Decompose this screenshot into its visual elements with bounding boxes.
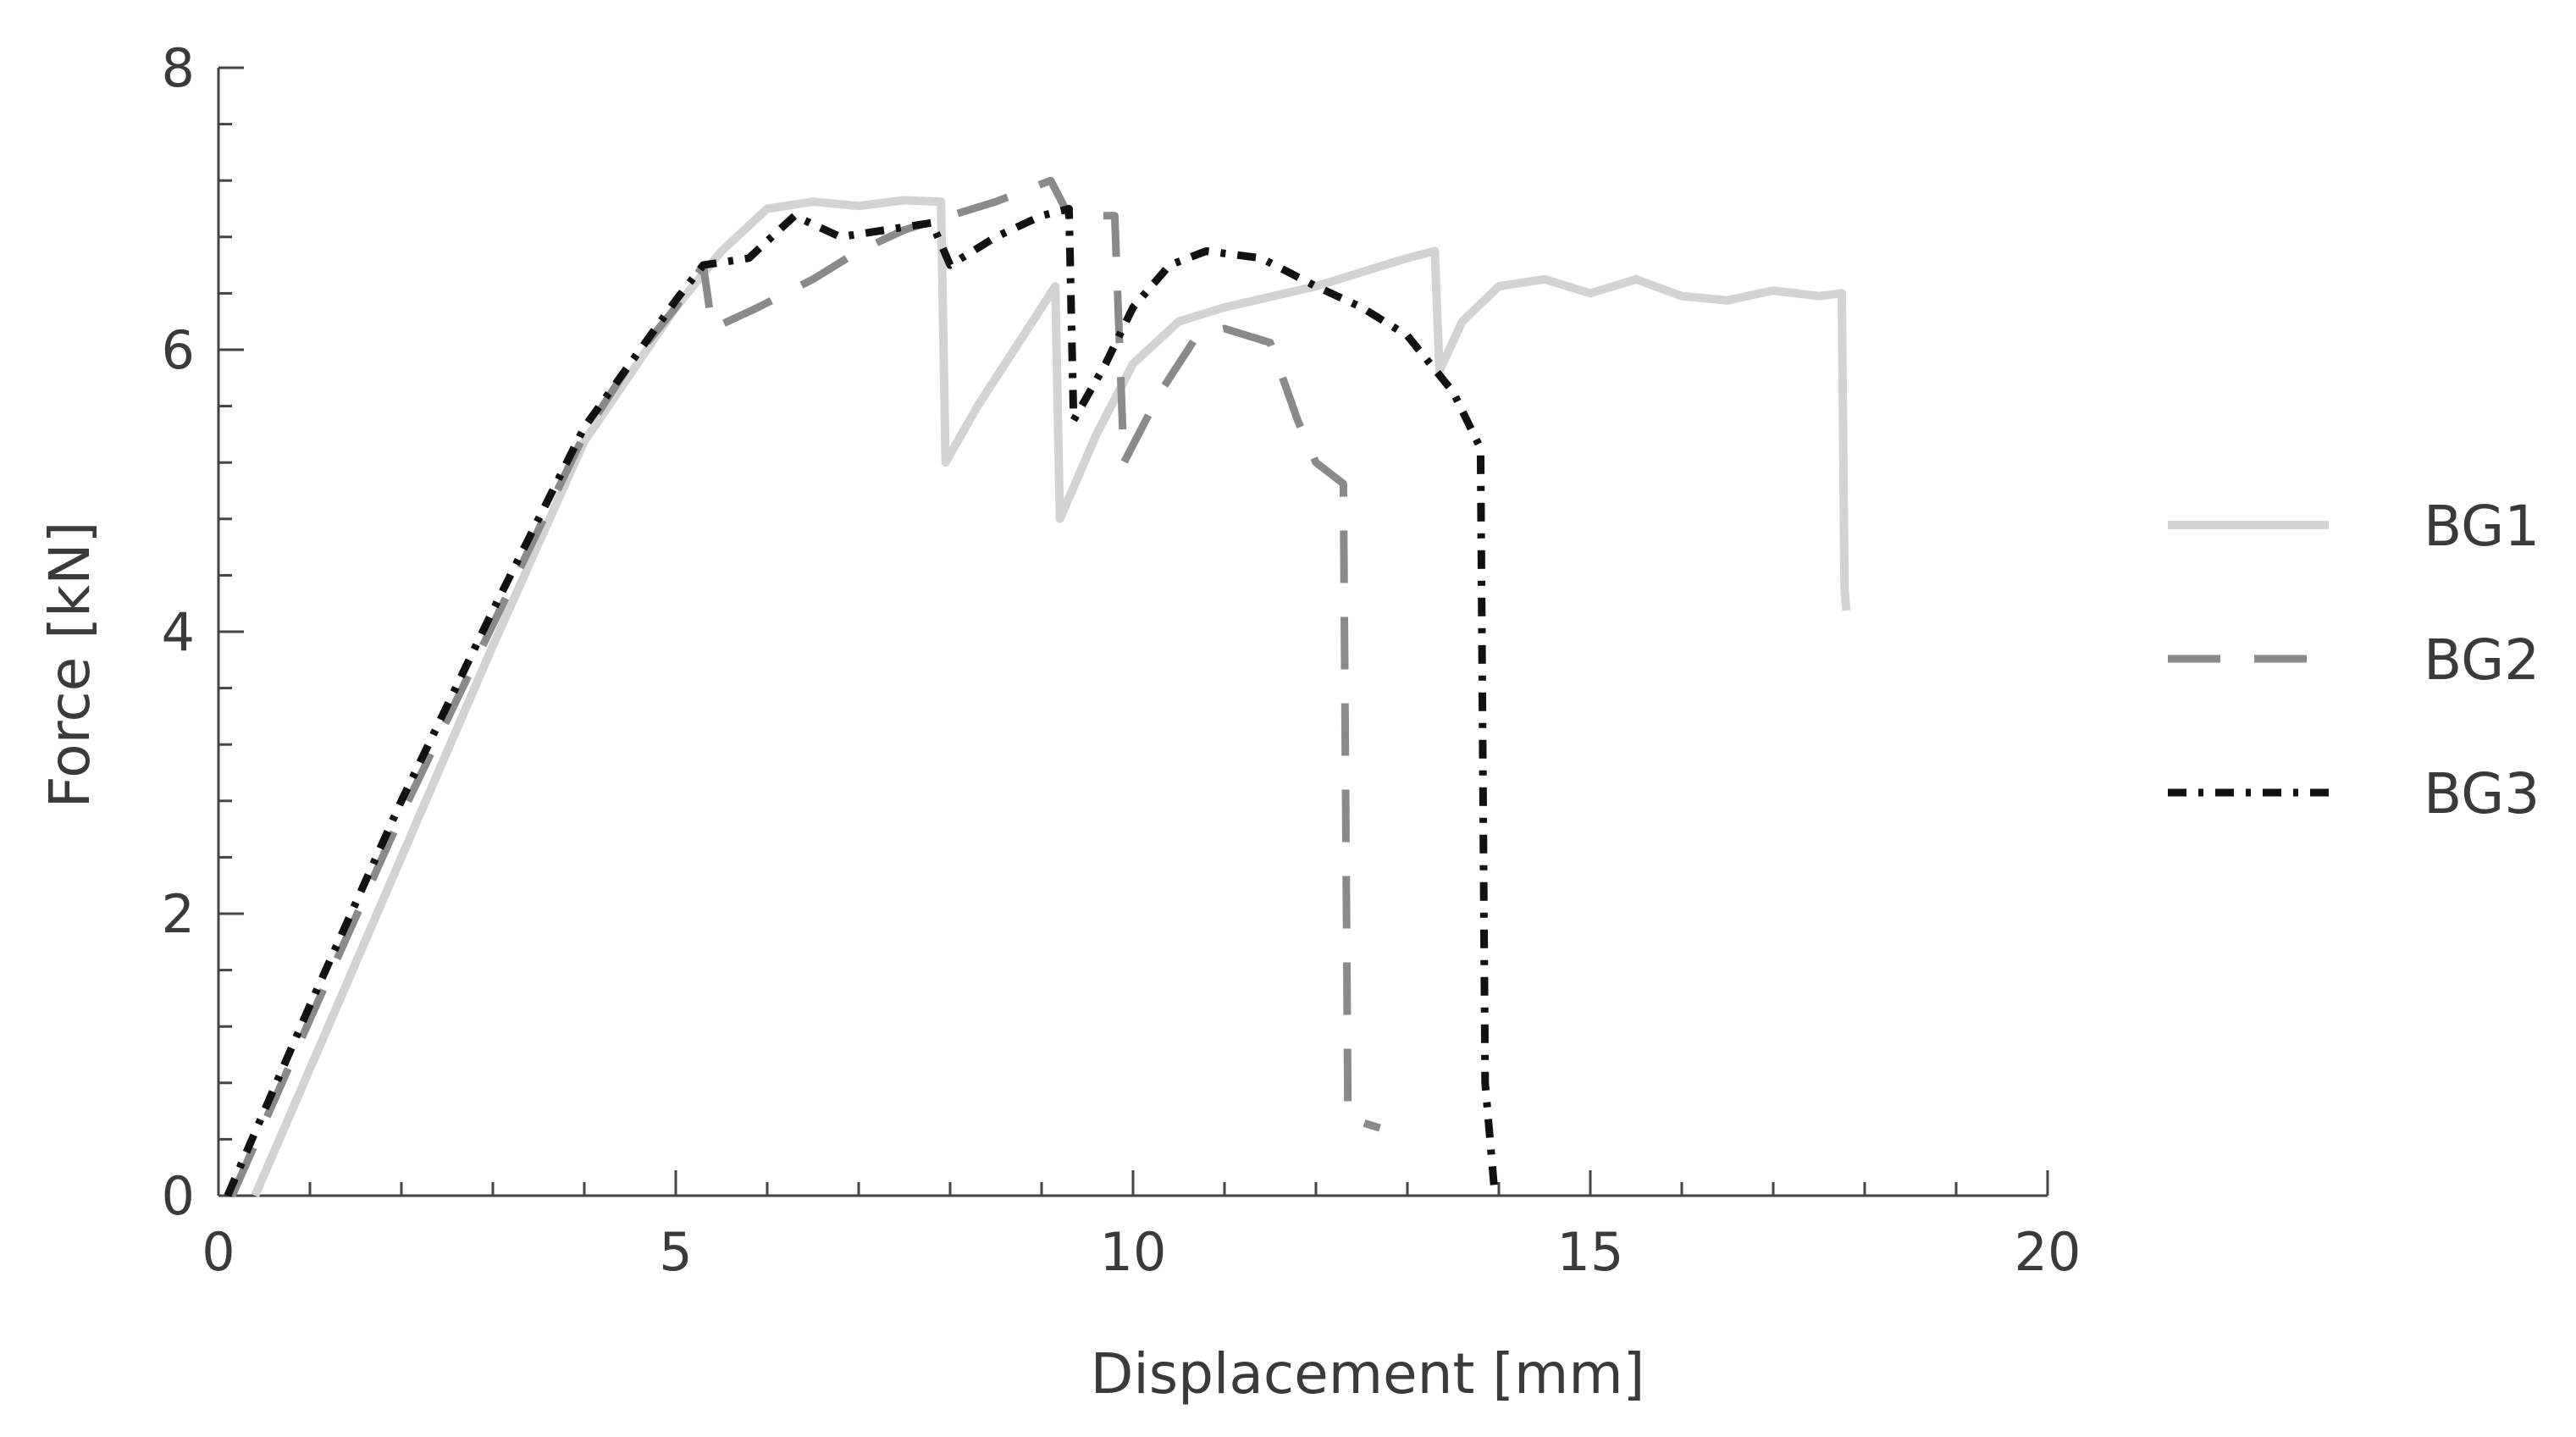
- x-tick-label: 10: [1100, 1221, 1167, 1283]
- series-line-bg3: [224, 205, 1499, 1197]
- x-tick-label: 0: [202, 1221, 235, 1283]
- y-axis-title: Force [kN]: [37, 522, 102, 809]
- legend-label-bg3: BG3: [2424, 761, 2540, 826]
- legend-label-bg2: BG2: [2424, 627, 2540, 693]
- legend: BG1 BG2 BG3: [2168, 494, 2540, 826]
- y-tick-label: 8: [162, 37, 195, 99]
- y-tick-label: 2: [162, 883, 195, 945]
- y-tick-label: 6: [162, 319, 195, 381]
- y-tick-label: 0: [162, 1165, 195, 1227]
- y-tick-label: 4: [162, 601, 195, 663]
- x-tick-label: 15: [1557, 1221, 1624, 1283]
- legend-label-bg1: BG1: [2424, 494, 2540, 559]
- x-tick-label: 20: [2015, 1221, 2081, 1283]
- axes: 0 5 10 15 20 0 2 4 6 8: [162, 37, 2081, 1283]
- x-axis-title: Displacement [mm]: [1091, 1341, 1645, 1407]
- series-lines: [224, 176, 1851, 1197]
- series-line-bg2: [229, 176, 1381, 1197]
- x-tick-label: 5: [659, 1221, 692, 1283]
- series-line-bg1: [251, 196, 1851, 1197]
